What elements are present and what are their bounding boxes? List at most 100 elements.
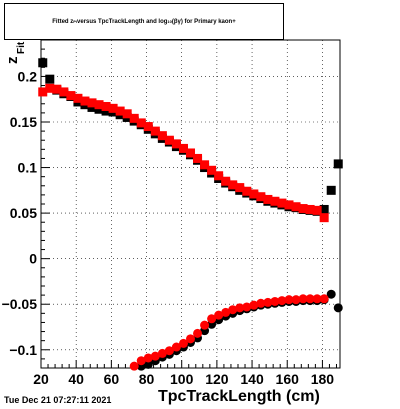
x-axis-label: TpcTrackLength (cm)	[158, 388, 320, 405]
y-tick-label: 0.15	[10, 114, 37, 130]
data-point-s1	[129, 113, 139, 123]
data-point-s3	[270, 296, 280, 306]
data-point-s1	[312, 205, 322, 215]
data-point-s1	[45, 83, 55, 93]
timestamp: Tue Dec 21 07:27:11 2021	[4, 395, 112, 405]
data-point-s3	[178, 338, 188, 348]
data-point-s1	[87, 98, 97, 108]
data-point-s1	[150, 126, 160, 136]
data-point-s2	[326, 289, 336, 299]
data-point-s3	[235, 303, 245, 313]
data-point-s1	[73, 93, 83, 103]
data-point-s1	[256, 192, 266, 202]
data-point-s1	[228, 180, 238, 190]
data-point-s1	[263, 194, 273, 204]
data-point-s1	[66, 91, 76, 101]
data-point-s1	[298, 204, 308, 214]
y-tick-label: −0.05	[2, 296, 38, 312]
title-part-1: Fitted z	[52, 18, 74, 25]
data-point-s1	[157, 131, 167, 141]
data-point-s3	[242, 302, 252, 312]
data-point-s2	[333, 303, 343, 313]
title-part-5: (βγ) for Primary kaon+	[171, 18, 236, 25]
data-point-s1	[284, 200, 294, 210]
y-axis-label: z Fit	[4, 41, 27, 64]
y-tick-label: 0.05	[10, 205, 37, 221]
title-part-4: 10	[167, 19, 172, 24]
data-point-s1	[59, 87, 69, 97]
x-tick-label: 20	[33, 371, 49, 387]
data-point-s1	[178, 143, 188, 153]
data-point-s3	[186, 334, 195, 344]
data-point-s1	[291, 202, 301, 212]
data-point-s1	[214, 171, 224, 181]
data-point-s1	[305, 204, 315, 214]
data-point-s3	[129, 361, 139, 371]
data-point-s1	[52, 84, 62, 94]
data-point-s1	[108, 103, 118, 113]
data-point-s0	[38, 58, 48, 68]
data-point-s1	[235, 183, 245, 193]
data-point-s0	[333, 159, 343, 169]
data-point-s3	[214, 310, 224, 320]
data-point-s3	[200, 320, 210, 330]
data-point-s3	[263, 297, 273, 307]
data-point-s1	[101, 102, 111, 112]
data-point-s1	[171, 139, 181, 149]
data-point-s1	[277, 198, 287, 208]
data-point-s3	[228, 305, 238, 315]
data-point-s1	[143, 122, 153, 132]
data-point-s0	[326, 185, 336, 195]
data-point-s0	[45, 74, 55, 84]
data-point-s2	[143, 359, 153, 369]
data-point-s1	[207, 165, 217, 175]
x-tick-label: 80	[139, 371, 155, 387]
data-point-s0	[319, 204, 329, 214]
title-part-2: Pi	[73, 19, 78, 24]
x-tick-labels: 20 40 60 80 100 120 140 160 180	[33, 371, 334, 387]
data-point-s1	[221, 176, 231, 186]
data-point-s3	[157, 348, 167, 358]
data-point-s3	[312, 294, 322, 304]
data-point-s3	[256, 298, 266, 308]
x-tick-label: 140	[240, 371, 264, 387]
chart-title: Fitted z Pi versus TpcTrackLength and log…	[4, 3, 284, 40]
data-point-s3	[305, 294, 315, 304]
data-point-s3	[291, 295, 301, 305]
x-tick-label: 120	[205, 371, 229, 387]
data-point-s1	[164, 135, 174, 145]
data-point-s1	[115, 106, 125, 116]
data-point-s0	[87, 102, 97, 112]
y-tick-label: 0	[29, 251, 37, 267]
x-tick-label: 40	[68, 371, 84, 387]
data-point-s1	[249, 189, 259, 199]
data-point-s0	[94, 104, 104, 114]
data-point-s3	[277, 296, 287, 306]
data-point-s3	[164, 346, 174, 356]
y-tick-label: −0.1	[9, 342, 37, 358]
data-point-s3	[193, 328, 203, 338]
data-point-s3	[319, 294, 329, 304]
data-point-s1	[186, 148, 195, 158]
data-point-s3	[284, 295, 294, 305]
data-point-s1	[200, 160, 210, 170]
y-tick-label: 0.1	[18, 160, 38, 176]
data-point-s3	[249, 300, 259, 310]
data-point-s0	[101, 106, 111, 116]
data-point-s3	[207, 314, 217, 324]
data-point-s1	[80, 96, 90, 106]
y-tick-labels: −0.1 −0.05 0 0.05 0.1 0.15 0.2	[2, 68, 38, 357]
data-point-s1	[122, 109, 132, 119]
data-point-s3	[136, 356, 146, 366]
data-point-s1	[136, 118, 146, 128]
data-point-s3	[171, 342, 181, 352]
data-point-s1	[193, 153, 203, 163]
y-axis-label-main: z	[4, 57, 21, 65]
data-point-s3	[150, 351, 160, 361]
data-point-s3	[143, 353, 153, 363]
data-point-s1	[270, 196, 280, 206]
data-point-s3	[221, 307, 231, 317]
y-tick-label: 0.2	[18, 68, 38, 84]
data-points	[38, 58, 343, 371]
